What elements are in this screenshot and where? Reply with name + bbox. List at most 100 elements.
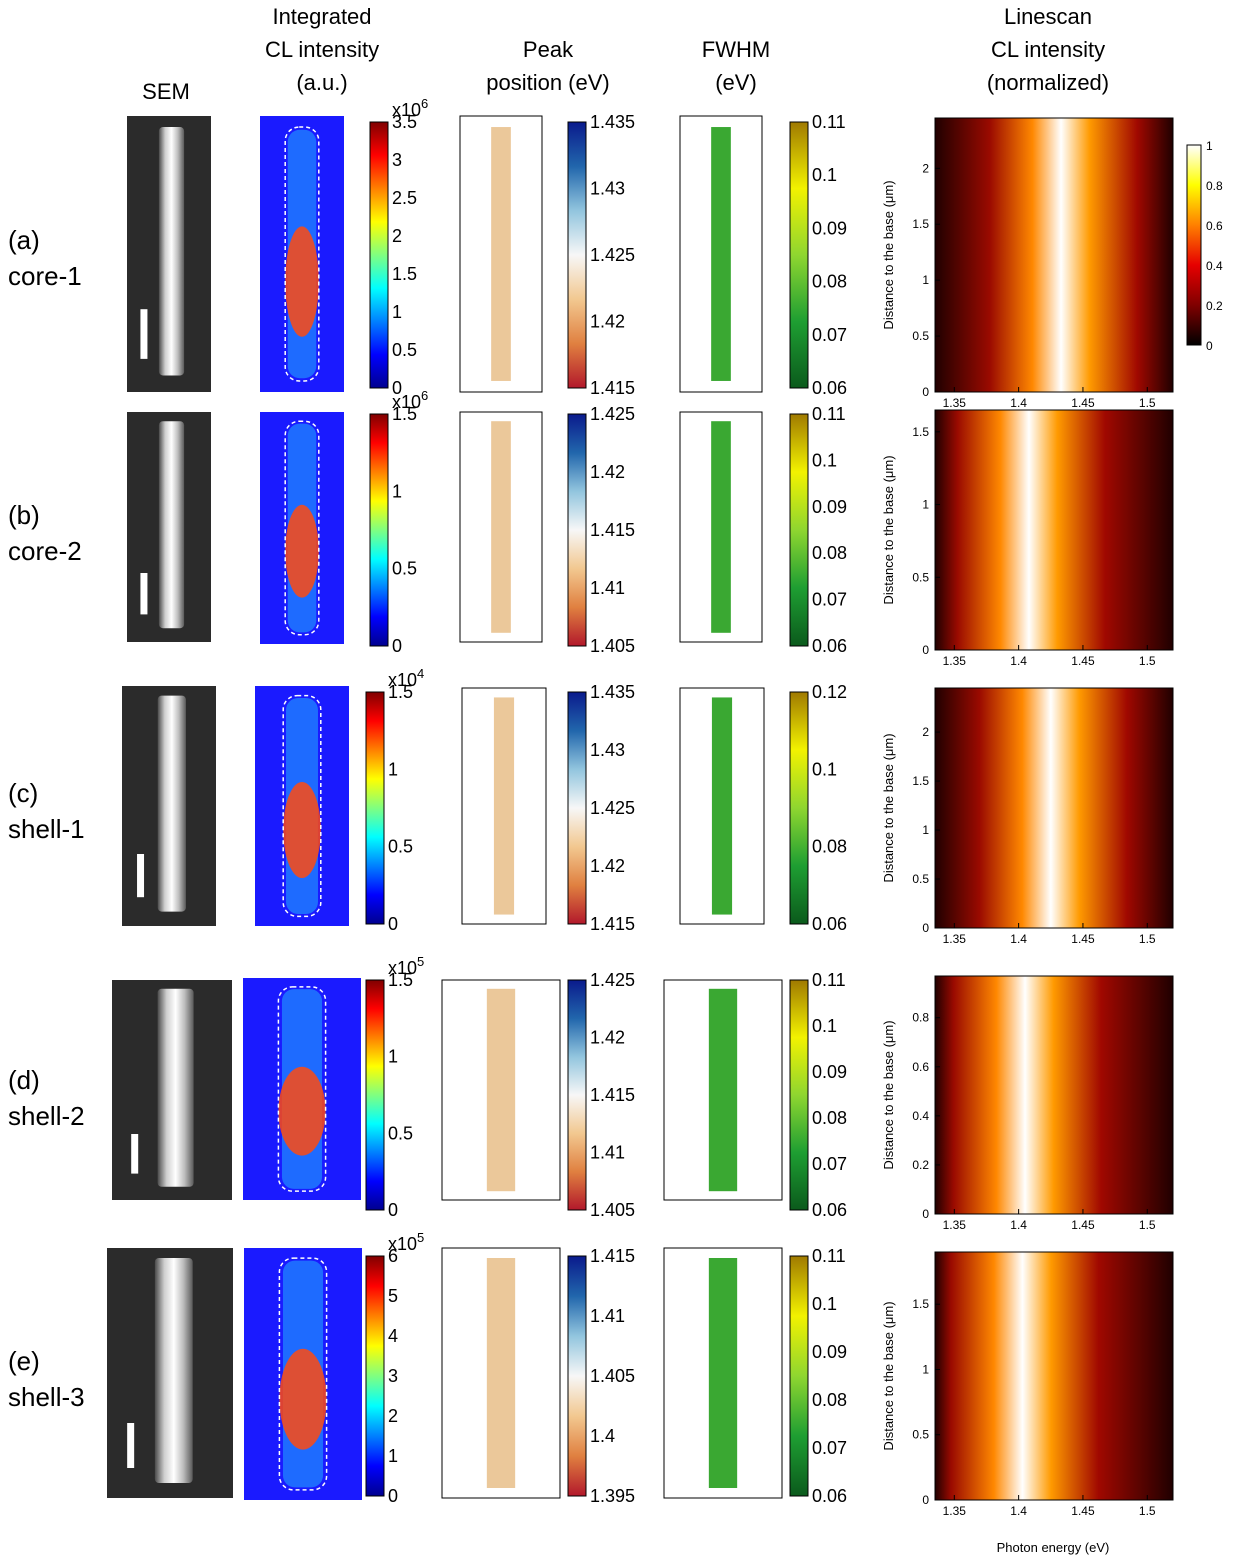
row-letter: (d): [8, 1065, 40, 1095]
header-cl-line-3: (a.u.): [296, 70, 347, 95]
linescan-colorbar-tick: 0.4: [1206, 259, 1223, 273]
scale-bar: [137, 854, 144, 897]
linescan-ytick-label: 1: [922, 498, 929, 512]
header-fwhm-line-1: FWHM: [702, 37, 770, 62]
linescan-xtick-label: 1.35: [943, 396, 967, 410]
linescan-colorbar-tick: 0.6: [1206, 219, 1223, 233]
cl-multiplier-exponent: 6: [421, 388, 428, 403]
linescan-ytick-label: 1: [922, 273, 929, 287]
linescan-xtick-label: 1.5: [1139, 932, 1156, 946]
cl-colorbar: [366, 980, 384, 1210]
fwhm-colorbar-tick: 0.1: [812, 1016, 837, 1036]
cl-colorbar-tick: 2: [388, 1406, 398, 1426]
peak-colorbar-tick: 1.435: [590, 682, 635, 702]
header-sem: SEM: [142, 79, 190, 104]
cl-multiplier-base: x10: [392, 392, 421, 412]
cl-hotspot: [285, 505, 319, 598]
linescan-xtick-label: 1.35: [943, 932, 967, 946]
linescan-ytick-label: 1.5: [912, 425, 929, 439]
cl-colorbar-tick: 0: [388, 1486, 398, 1506]
fwhm-map: [664, 980, 782, 1200]
peak-colorbar-tick: 1.425: [590, 970, 635, 990]
peak-colorbar-tick: 1.415: [590, 914, 635, 934]
row-sample-name: shell-3: [8, 1382, 85, 1412]
peak-colorbar-tick: 1.415: [590, 520, 635, 540]
peak-colorbar: [568, 692, 586, 924]
cl-colorbar-tick: 0.5: [392, 559, 417, 579]
header-cl-line-2: CL intensity: [265, 37, 379, 62]
cl-intensity-map: [260, 116, 344, 392]
linescan-colorbar: 1 0.8 0.6 0.4 0.2 0: [1187, 139, 1223, 353]
cl-colorbar-tick: 4: [388, 1326, 398, 1346]
fwhm-colorbar-tick: 0.08: [812, 1390, 847, 1410]
peak-colorbar-tick: 1.41: [590, 1306, 625, 1326]
peak-colorbar-tick: 1.41: [590, 1143, 625, 1163]
fwhm-colorbar-tick: 0.11: [812, 1246, 846, 1266]
fwhm-colorbar-tick: 0.08: [812, 543, 847, 563]
cl-colorbar-tick: 1: [392, 302, 402, 322]
linescan-ytick-label: 1.5: [912, 217, 929, 231]
peak-colorbar-tick: 1.43: [590, 740, 625, 760]
linescan-xtick-label: 1.4: [1010, 396, 1027, 410]
linescan-colorbar-tick: 1: [1206, 139, 1213, 153]
row-a: (a)core-13.532.521.510.50x1061.4351.431.…: [8, 96, 1173, 410]
header-linescan-line-2: CL intensity: [991, 37, 1105, 62]
linescan-xtick-label: 1.5: [1139, 654, 1156, 668]
peak-position-map: [460, 412, 542, 642]
cl-colorbar-tick: 2.5: [392, 188, 417, 208]
linescan-ytick-label: 0.5: [912, 329, 929, 343]
cl-multiplier-exponent: 4: [417, 666, 424, 681]
fwhm-colorbar: [790, 1256, 808, 1496]
fwhm-colorbar-tick: 0.08: [812, 272, 847, 292]
peak-colorbar-tick: 1.415: [590, 378, 635, 398]
linescan-plot: 0.80.60.40.201.35 1.4 1.45 1.5Distance to t…: [881, 976, 1173, 1232]
peak-position-map: [442, 980, 560, 1200]
linescan-plot: 2 1.5 1 0.5 0 1.35 1.4 1.45 1.5 Distance to the b…: [881, 118, 1173, 410]
linescan-ytick-label: 0.5: [912, 1428, 929, 1442]
linescan-xtick-label: 1.45: [1071, 396, 1095, 410]
cl-colorbar-multiplier: x106: [392, 388, 428, 412]
linescan-ytick-label: 0.5: [912, 872, 929, 886]
cl-colorbar-multiplier: x105: [388, 954, 424, 978]
fwhm-wire: [712, 697, 732, 914]
cl-intensity-map: [255, 686, 349, 926]
cl-colorbar-tick: 1: [388, 1047, 398, 1067]
peak-wire: [491, 127, 511, 381]
linescan-ylabel: Distance to the base (μm): [881, 1301, 896, 1450]
linescan-image: [935, 688, 1173, 928]
peak-colorbar-tick: 1.425: [590, 245, 635, 265]
fwhm-colorbar: [790, 122, 808, 388]
fwhm-colorbar-tick: 0.08: [812, 837, 847, 857]
scale-bar: [140, 573, 147, 614]
linescan-ytick-label: 0: [922, 921, 929, 935]
column-headers: SEM Integrated CL intensity (a.u.) Peak …: [142, 4, 1109, 104]
cl-colorbar: [370, 414, 388, 646]
linescan-ytick-label: 0.4: [912, 1109, 929, 1123]
peak-colorbar-tick: 1.42: [590, 462, 625, 482]
linescan-colorbar-tick: 0: [1206, 339, 1213, 353]
row-sample-name: core-2: [8, 536, 82, 566]
peak-colorbar-tick: 1.395: [590, 1486, 635, 1506]
fwhm-colorbar-tick: 0.1: [812, 450, 837, 470]
nanowire: [159, 421, 184, 628]
row-sample-name: core-1: [8, 261, 82, 291]
peak-colorbar-tick: 1.425: [590, 404, 635, 424]
fwhm-colorbar-tick: 0.1: [812, 1294, 837, 1314]
fwhm-colorbar-tick: 0.06: [812, 1200, 847, 1220]
nanowire: [159, 127, 184, 375]
linescan-xtick-label: 1.5: [1139, 1504, 1156, 1518]
linescan-colorbar-tick: 0.8: [1206, 179, 1223, 193]
linescan-xtick-label: 1.5: [1139, 1218, 1156, 1232]
cl-colorbar-tick: 1: [392, 481, 402, 501]
linescan-image: [935, 410, 1173, 650]
linescan-xtick-label: 1.4: [1010, 932, 1027, 946]
peak-colorbar-tick: 1.42: [590, 312, 625, 332]
fwhm-colorbar-tick: 0.09: [812, 1062, 847, 1082]
cl-colorbar-tick: 0: [388, 914, 398, 934]
cl-colorbar-tick: 1.5: [392, 264, 417, 284]
cl-multiplier-base: x10: [388, 670, 417, 690]
linescan-plot: 2 1.5 1 0.5 0 1.35 1.4 1.45 1.5 Distance to the b…: [881, 688, 1173, 946]
cl-colorbar-tick: 0.5: [388, 837, 413, 857]
header-linescan-line-1: Linescan: [1004, 4, 1092, 29]
fwhm-colorbar-tick: 0.06: [812, 636, 847, 656]
